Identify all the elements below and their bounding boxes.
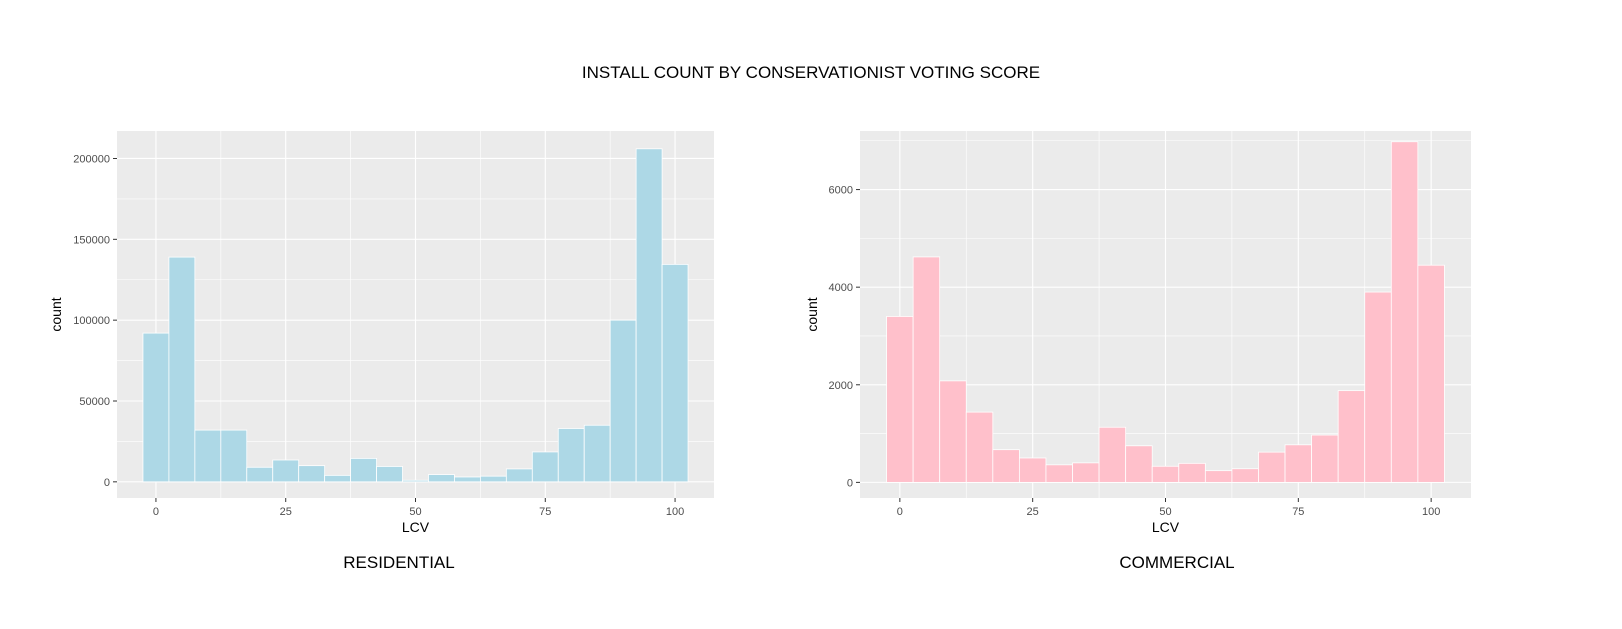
histogram-bar xyxy=(1125,445,1153,483)
x-axis-title: LCV xyxy=(402,519,430,535)
x-tick-label: 50 xyxy=(409,506,421,518)
histogram-bar xyxy=(1178,462,1206,483)
x-tick-label: 25 xyxy=(280,506,292,518)
y-tick-label: 200000 xyxy=(73,153,110,165)
histogram-bar xyxy=(661,263,689,483)
histogram-bar xyxy=(1284,444,1313,483)
x-tick-label: 100 xyxy=(666,506,684,518)
histogram-bar xyxy=(965,411,994,483)
histogram-bar xyxy=(168,256,196,483)
y-tick-label: 50000 xyxy=(79,396,110,408)
y-tick-label: 100000 xyxy=(73,315,110,327)
y-tick-label: 6000 xyxy=(829,185,853,197)
histogram-bar xyxy=(609,319,637,483)
histogram-bar xyxy=(376,466,403,483)
histogram-bar xyxy=(531,451,559,483)
x-tick-label: 0 xyxy=(897,506,903,518)
panel-caption: RESIDENTIAL xyxy=(343,553,454,572)
y-tick-label: 2000 xyxy=(829,380,853,392)
histogram-bar xyxy=(1098,426,1127,483)
y-axis-title: count xyxy=(48,297,64,331)
x-tick-label: 50 xyxy=(1159,506,1171,518)
histogram-bar xyxy=(1072,462,1100,483)
y-tick-label: 150000 xyxy=(73,234,110,246)
histogram-bar xyxy=(1018,457,1047,483)
histogram-bar xyxy=(992,449,1020,483)
histogram-bar xyxy=(1151,465,1180,483)
histogram-bar xyxy=(1045,464,1073,483)
histogram-bar xyxy=(1364,291,1392,483)
histogram-bar xyxy=(557,428,585,483)
histogram-bar xyxy=(1417,264,1445,483)
residential-histogram: 0 25 50 75 100 0 50000 100000 150000 200000 LCV cou… xyxy=(48,131,714,572)
x-tick-label: 25 xyxy=(1027,506,1039,518)
histogram-bar xyxy=(1258,451,1286,483)
x-tick-label: 0 xyxy=(153,506,159,518)
histogram-bar xyxy=(220,429,248,483)
chart-title: INSTALL COUNT BY CONSERVATIONIST VOTING … xyxy=(581,63,1041,82)
histogram-bar xyxy=(912,256,941,483)
histogram-bar xyxy=(886,316,914,483)
x-axis-title: LCV xyxy=(1152,519,1180,535)
histogram-bar xyxy=(635,148,663,483)
y-axis-title: count xyxy=(804,297,820,331)
histogram-bar xyxy=(1337,390,1366,483)
histogram-bar xyxy=(939,380,967,483)
y-tick-label: 0 xyxy=(847,477,853,489)
histogram-bar xyxy=(1204,470,1233,483)
x-tick-label: 75 xyxy=(1292,506,1304,518)
panel-caption: COMMERCIAL xyxy=(1119,553,1234,572)
histogram-bar xyxy=(298,465,326,483)
histogram-bar xyxy=(1231,468,1259,483)
histogram-bar xyxy=(1311,434,1339,483)
histogram-bar xyxy=(1390,141,1419,483)
histogram-bar xyxy=(583,424,611,483)
x-tick-label: 75 xyxy=(539,506,551,518)
y-tick-label: 4000 xyxy=(829,282,853,294)
x-tick-label: 100 xyxy=(1422,506,1440,518)
histogram-bar xyxy=(142,332,170,483)
y-tick-label: 0 xyxy=(104,477,110,489)
